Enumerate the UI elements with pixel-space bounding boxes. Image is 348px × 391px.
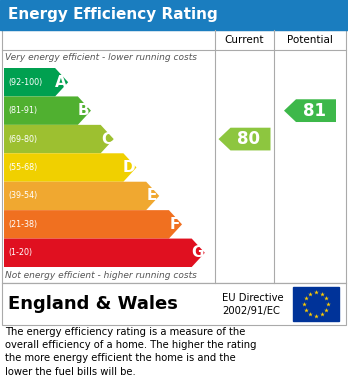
Text: C: C: [101, 131, 112, 147]
Polygon shape: [219, 128, 270, 151]
Text: England & Wales: England & Wales: [8, 295, 178, 313]
Text: (81-91): (81-91): [8, 106, 37, 115]
Text: Current: Current: [225, 35, 264, 45]
Bar: [2, 30, 346, 283]
Text: (92-100): (92-100): [8, 78, 42, 87]
Text: Very energy efficient - lower running costs: Very energy efficient - lower running co…: [5, 53, 197, 62]
Text: (39-54): (39-54): [8, 192, 37, 201]
Bar: [2, 283, 346, 325]
Bar: [0, 0, 348, 30]
Text: Energy Efficiency Rating: Energy Efficiency Rating: [8, 7, 218, 23]
Text: The energy efficiency rating is a measure of the
overall efficiency of a home. T: The energy efficiency rating is a measur…: [5, 327, 256, 377]
Polygon shape: [284, 99, 336, 122]
Bar: [293, 287, 339, 321]
Polygon shape: [4, 153, 136, 182]
Polygon shape: [4, 182, 159, 210]
Text: EU Directive: EU Directive: [222, 293, 284, 303]
Text: Potential: Potential: [287, 35, 333, 45]
Polygon shape: [4, 68, 68, 97]
Text: E: E: [147, 188, 157, 203]
Text: B: B: [78, 103, 89, 118]
Text: 2002/91/EC: 2002/91/EC: [222, 306, 280, 316]
Text: 80: 80: [237, 130, 260, 148]
Text: G: G: [191, 245, 204, 260]
Polygon shape: [4, 239, 205, 267]
Text: A: A: [55, 75, 67, 90]
Text: 81: 81: [302, 102, 325, 120]
Polygon shape: [4, 210, 182, 239]
Text: D: D: [123, 160, 136, 175]
Text: F: F: [169, 217, 180, 232]
Text: (69-80): (69-80): [8, 135, 37, 143]
Text: Not energy efficient - higher running costs: Not energy efficient - higher running co…: [5, 271, 197, 280]
Text: (55-68): (55-68): [8, 163, 37, 172]
Text: (21-38): (21-38): [8, 220, 37, 229]
Polygon shape: [4, 97, 91, 125]
Polygon shape: [4, 125, 114, 153]
Text: (1-20): (1-20): [8, 248, 32, 257]
